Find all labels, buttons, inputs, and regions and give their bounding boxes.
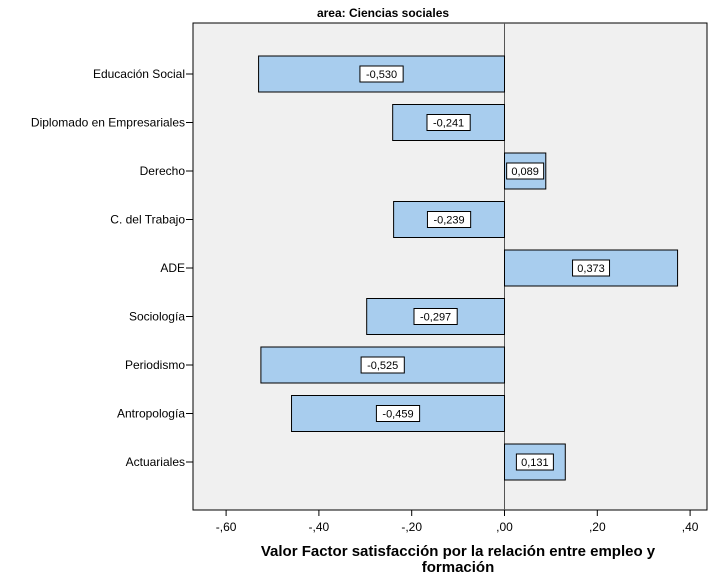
category-label-2: Derecho bbox=[140, 164, 186, 178]
x-tick-label-4: ,20 bbox=[589, 520, 606, 534]
value-label-2: 0,089 bbox=[511, 166, 539, 178]
bars-group: -0,530 -0,241 0,089 -0,239 0,373 -0,297 -0,525… bbox=[258, 23, 679, 510]
x-tick-label-3: ,00 bbox=[496, 520, 513, 534]
x-tick-label-1: -,40 bbox=[309, 520, 330, 534]
x-tick-label-0: -,60 bbox=[216, 520, 237, 534]
value-label-box-7 bbox=[375, 405, 421, 422]
category-label-8: Actuariales bbox=[126, 455, 185, 469]
value-label-box-8 bbox=[515, 453, 554, 471]
category-label-7: Antropología bbox=[117, 407, 185, 421]
value-label-7: -0,459 bbox=[382, 409, 413, 421]
value-label-box-2 bbox=[506, 162, 545, 180]
category-labels: Educación Social Diplomado en Empresarial… bbox=[31, 67, 193, 469]
value-label-box-0 bbox=[359, 65, 404, 83]
chart-title: area: Ciencias sociales bbox=[317, 6, 449, 20]
value-label-1: -0,241 bbox=[433, 118, 464, 130]
category-label-4: ADE bbox=[160, 261, 185, 275]
x-tick-label-2: -,20 bbox=[401, 520, 422, 534]
value-label-3: -0,239 bbox=[433, 215, 464, 227]
value-label-box-1 bbox=[426, 114, 471, 131]
category-label-3: C. del Trabajo bbox=[110, 213, 185, 227]
value-label-4: 0,373 bbox=[577, 263, 605, 275]
x-axis-title-line2: formación bbox=[422, 559, 495, 576]
x-tick-label-5: ,40 bbox=[682, 520, 699, 534]
x-axis-title-line1: Valor Factor satisfacción por la relació… bbox=[261, 543, 656, 560]
value-label-8: 0,131 bbox=[521, 457, 549, 469]
category-label-0: Educación Social bbox=[93, 67, 185, 81]
value-label-6: -0,525 bbox=[367, 360, 398, 372]
value-label-box-6 bbox=[360, 356, 405, 374]
category-label-6: Periodismo bbox=[125, 358, 185, 372]
value-label-5: -0,297 bbox=[420, 312, 451, 324]
value-label-box-4 bbox=[572, 259, 611, 277]
category-label-1: Diplomado en Empresariales bbox=[31, 116, 185, 130]
value-label-box-5 bbox=[413, 308, 458, 325]
value-label-box-3 bbox=[426, 211, 472, 228]
category-label-5: Sociología bbox=[129, 310, 185, 324]
value-label-0: -0,530 bbox=[366, 69, 397, 81]
x-axis: -,60 -,40 -,20 ,00 ,20 ,40 bbox=[216, 510, 699, 534]
